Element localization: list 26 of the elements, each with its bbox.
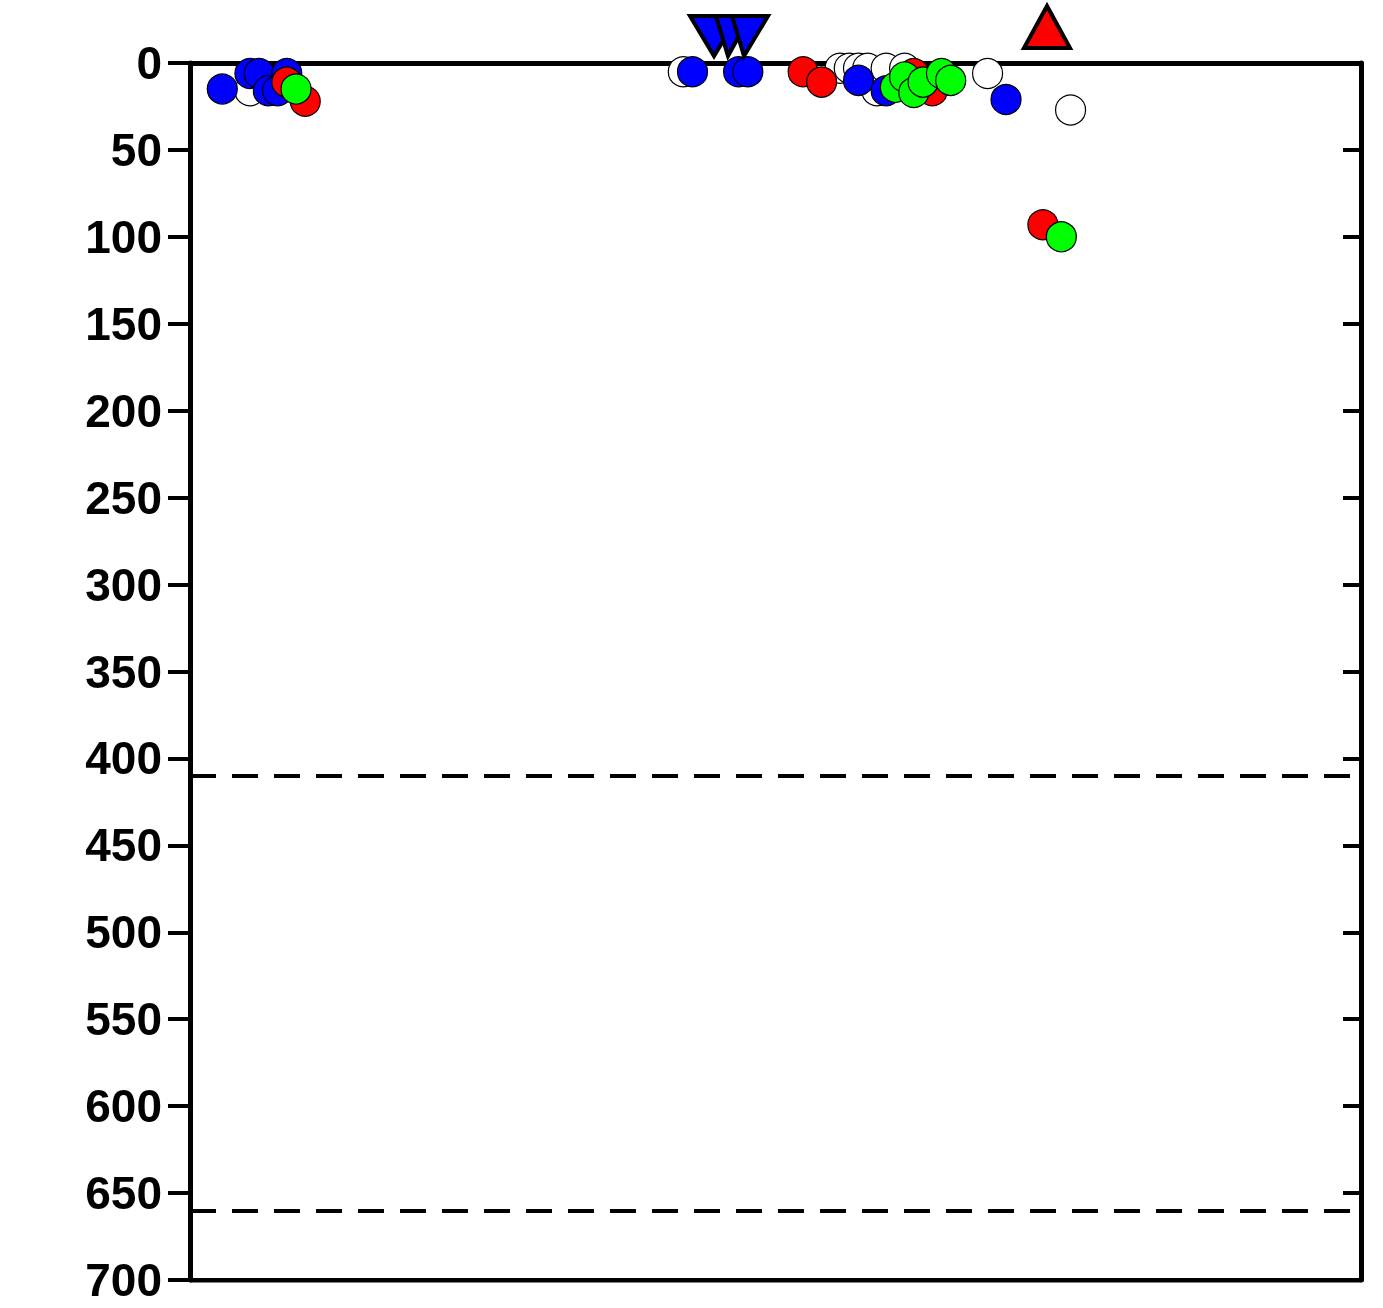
point	[990, 83, 1022, 116]
y-tick-label: 600	[85, 1080, 162, 1133]
point	[206, 73, 238, 105]
point	[1045, 221, 1077, 253]
y-tick-label: 550	[85, 993, 162, 1046]
y-tick-label: 300	[85, 558, 162, 611]
point	[842, 64, 875, 96]
y-tick-label: 0	[136, 37, 162, 89]
point	[972, 57, 1004, 90]
y-tick-label: 650	[85, 1167, 162, 1220]
y-tick-label: 50	[110, 123, 162, 176]
y-tick-label: 200	[85, 384, 162, 437]
point	[1054, 94, 1087, 126]
y-tick-label: 400	[85, 732, 162, 785]
y-tick-label: 350	[85, 645, 162, 698]
point	[935, 64, 967, 96]
y-tick-label: 150	[85, 297, 162, 350]
y-tick-label: 500	[85, 906, 162, 959]
point	[806, 66, 838, 98]
y-tick-label: 250	[85, 471, 162, 524]
y-tick-label: 100	[85, 210, 162, 263]
point	[732, 56, 764, 88]
point	[280, 73, 312, 105]
point	[676, 56, 709, 88]
y-tick-label: 450	[85, 819, 162, 872]
y-tick-label: 700	[85, 1254, 162, 1306]
